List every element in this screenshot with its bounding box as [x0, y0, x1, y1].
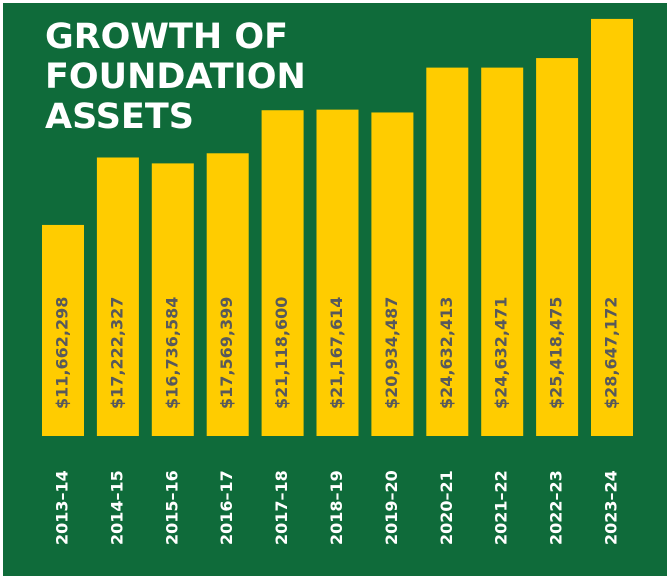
x-tick-label: 2023–24 — [602, 470, 621, 545]
bar — [96, 157, 139, 437]
x-tick-label: 2018–19 — [327, 470, 346, 545]
value-label: $17,222,327 — [107, 297, 126, 409]
bar — [481, 67, 524, 436]
x-tick-label: 2015–16 — [162, 470, 181, 545]
x-tick-label: 2019–20 — [382, 470, 401, 545]
x-tick-label: 2016–17 — [217, 470, 236, 545]
value-label: $28,647,172 — [602, 297, 621, 409]
bar — [371, 112, 414, 437]
bar — [206, 153, 249, 436]
value-label: $21,167,614 — [327, 297, 346, 409]
x-tick-label: 2013–14 — [53, 470, 72, 545]
x-tick-label: 2022–23 — [547, 470, 566, 545]
value-label: $25,418,475 — [547, 297, 566, 409]
value-label: $11,662,298 — [53, 297, 72, 409]
x-tick-label: 2017–18 — [272, 470, 291, 545]
x-tick-label: 2021–22 — [492, 470, 511, 545]
value-label: $17,569,399 — [217, 297, 236, 409]
chart-title: ASSETS — [45, 97, 194, 137]
x-tick-label: 2014–15 — [107, 470, 126, 545]
value-label: $24,632,413 — [437, 297, 456, 409]
bar — [536, 58, 579, 436]
value-label: $24,632,471 — [492, 297, 511, 409]
x-tick-label: 2020–21 — [437, 470, 456, 545]
bar — [151, 163, 194, 436]
bar — [261, 110, 304, 436]
bar — [42, 224, 84, 436]
bar — [316, 109, 359, 436]
value-label: $21,118,600 — [272, 297, 291, 409]
chart-title: FOUNDATION — [45, 57, 306, 97]
value-label: $20,934,487 — [382, 297, 401, 409]
bar — [426, 67, 469, 437]
chart-title: GROWTH OF — [45, 17, 288, 57]
bar — [591, 18, 633, 437]
value-label: $16,736,584 — [162, 297, 181, 409]
